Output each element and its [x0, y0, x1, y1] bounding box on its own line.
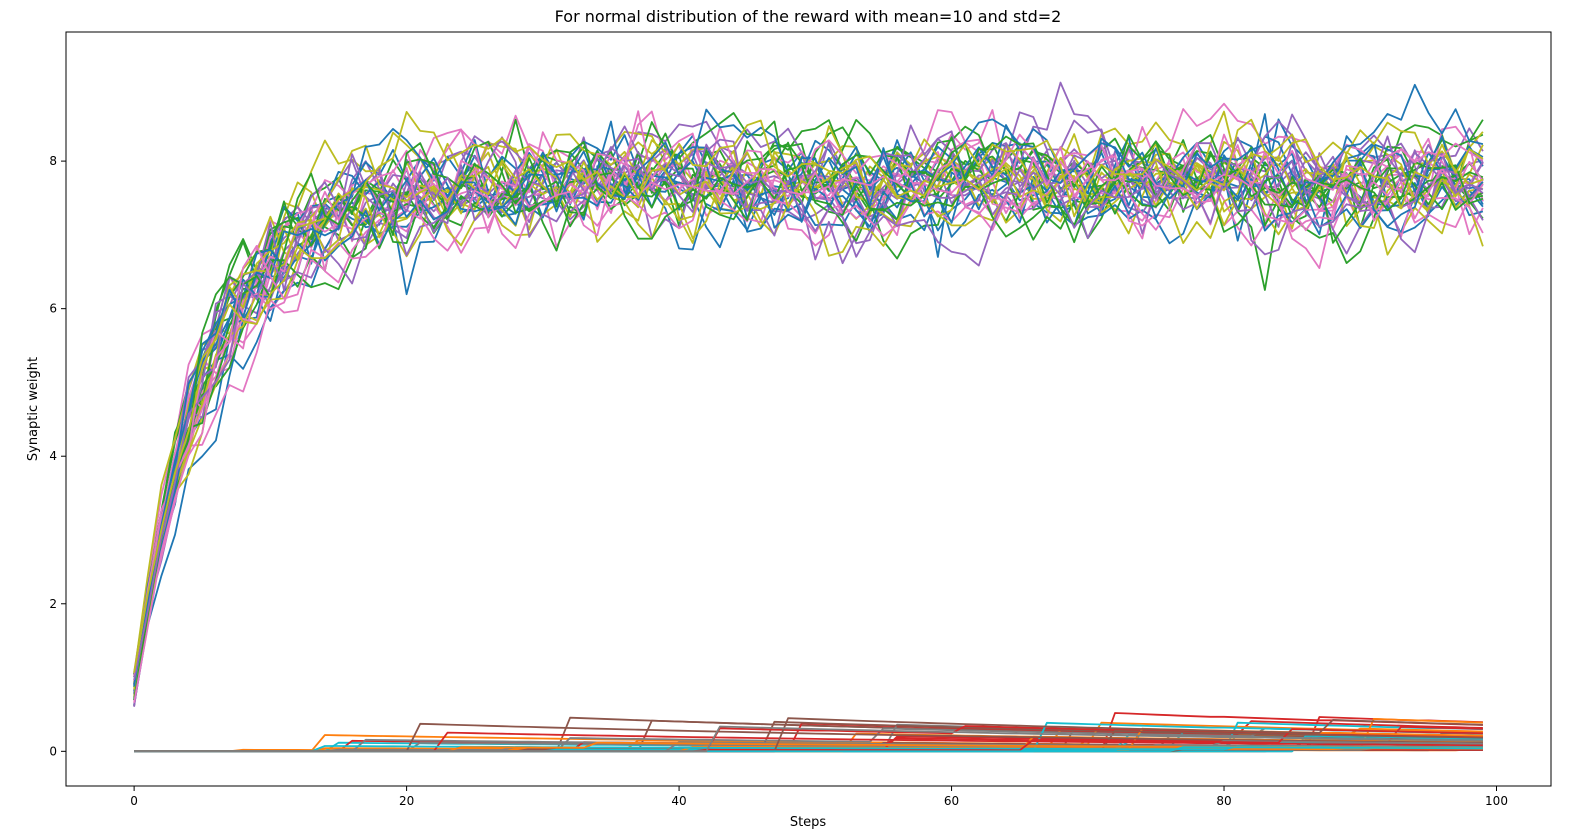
series-line-high-23 — [133, 81, 1484, 685]
chart-title: For normal distribution of the reward wi… — [555, 7, 1062, 26]
series-line-high-22 — [133, 119, 1484, 675]
x-axis-label: Steps — [790, 815, 827, 830]
y-tick-label: 2 — [49, 597, 57, 611]
y-tick-label: 8 — [49, 154, 57, 168]
series-line-high-40 — [133, 111, 1484, 673]
series-line-high-33 — [133, 120, 1484, 707]
series-line-high-18 — [133, 149, 1484, 706]
series-line-high-24 — [133, 109, 1484, 685]
x-tick-label: 100 — [1485, 794, 1508, 808]
y-tick-label: 6 — [49, 302, 57, 316]
x-tick-label: 80 — [1216, 794, 1231, 808]
x-tick-label: 60 — [944, 794, 959, 808]
x-tick-label: 0 — [130, 794, 138, 808]
x-axis: 0 20 40 60 80 100 — [130, 786, 1508, 808]
y-axis-label: Synaptic weight — [26, 357, 41, 461]
x-tick-label: 20 — [399, 794, 414, 808]
series-line-high-38 — [133, 136, 1484, 681]
series-line-high-36 — [133, 83, 1484, 687]
series-line-high-28 — [133, 124, 1484, 696]
y-axis: 0 2 4 6 8 — [49, 154, 66, 758]
y-tick-label: 4 — [49, 449, 57, 463]
series-layer — [133, 81, 1484, 753]
plot-frame — [65, 31, 1552, 787]
x-tick-label: 40 — [671, 794, 686, 808]
y-tick-label: 0 — [49, 744, 57, 758]
series-line-low-60 — [134, 725, 1483, 753]
series-line-high-39 — [133, 142, 1484, 703]
